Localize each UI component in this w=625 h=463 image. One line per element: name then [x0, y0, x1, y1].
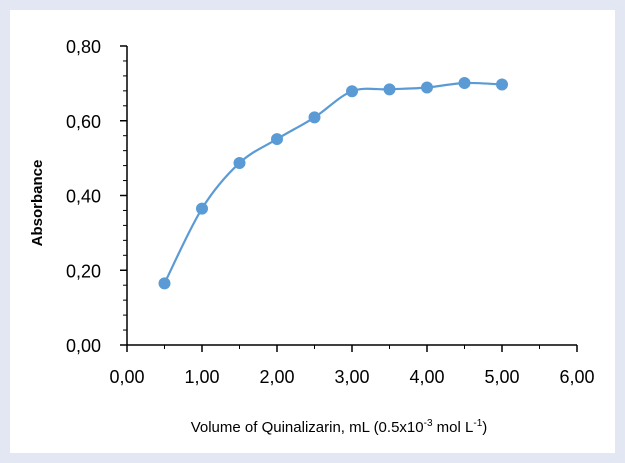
data-point — [496, 78, 508, 91]
x-tick-label: 0,00 — [109, 367, 144, 387]
series-line — [163, 81, 503, 284]
data-points — [158, 77, 508, 290]
x-axis-title-prefix: Volume of Quinalizarin, mL (0.5x10 — [191, 419, 424, 436]
axes — [120, 45, 578, 352]
y-tick-label: 0,00 — [66, 336, 101, 356]
y-tick-label: 0,80 — [66, 37, 101, 57]
data-point — [233, 156, 246, 169]
data-point — [158, 277, 171, 290]
data-point — [458, 77, 471, 90]
chart-frame — [10, 10, 615, 453]
x-axis-title: Volume of Quinalizarin, mL (0.5x10-3 mol… — [191, 418, 488, 436]
tick-labels: 0,00 0,20 0,40 0,60 0,80 0,00 1,00 2,00 3,00 4,00… — [66, 37, 595, 387]
y-tick-label: 0,40 — [66, 187, 101, 207]
x-axis-title-middle: mol L — [433, 419, 474, 436]
y-tick-label: 0,60 — [66, 112, 101, 132]
x-axis-title-sup1: -3 — [424, 418, 433, 429]
x-tick-label: 6,00 — [559, 367, 594, 387]
data-point — [346, 85, 358, 98]
data-point — [308, 111, 321, 124]
data-point — [196, 202, 208, 215]
x-tick-label: 5,00 — [484, 367, 519, 387]
x-tick-label: 2,00 — [259, 367, 294, 387]
x-axis-title-sup2: -1 — [473, 418, 482, 429]
data-point — [383, 83, 396, 96]
y-tick-label: 0,20 — [66, 261, 101, 281]
data-point — [421, 81, 433, 94]
x-tick-label: 3,00 — [334, 367, 369, 387]
y-axis-title: Absorbance — [29, 160, 46, 247]
data-point — [271, 133, 283, 146]
x-axis-title-suffix: ) — [482, 419, 487, 436]
x-tick-label: 4,00 — [409, 367, 444, 387]
x-tick-label: 1,00 — [184, 367, 219, 387]
